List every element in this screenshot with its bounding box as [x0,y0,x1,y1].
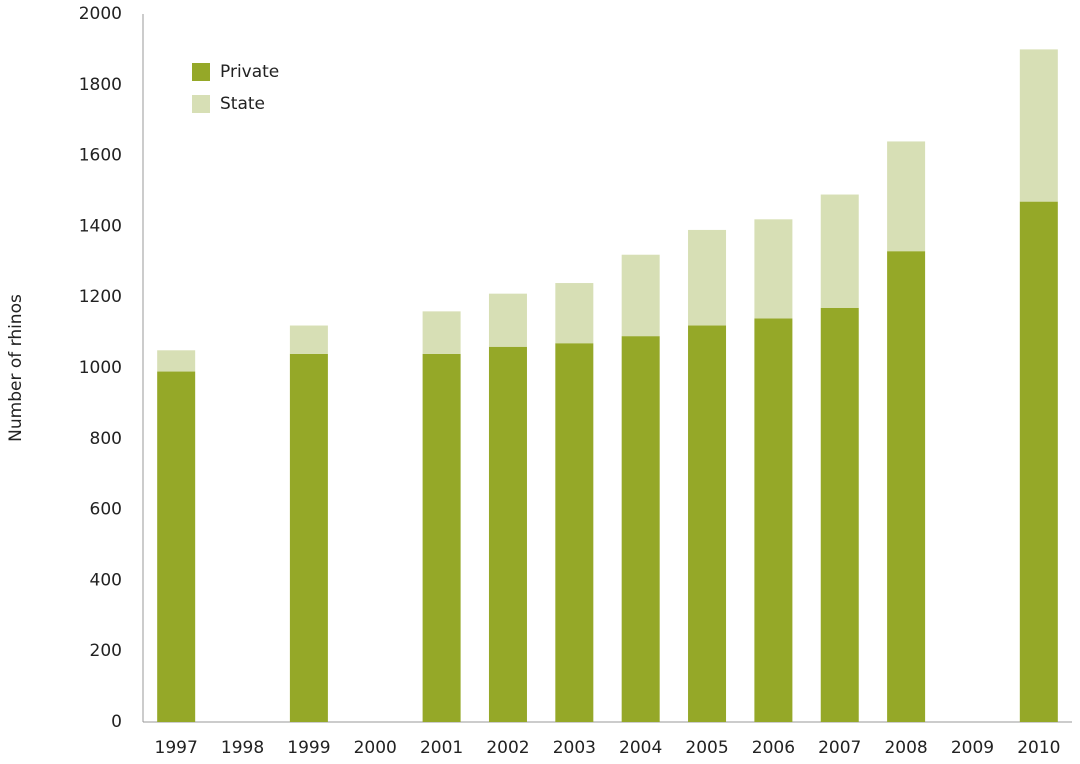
bar-segment [1019,49,1058,202]
bar-segment [555,343,594,722]
x-tick-label: 2001 [420,738,463,758]
bar-segment [289,325,328,354]
x-tick-label: 2004 [619,738,662,758]
bar-segment [820,307,859,722]
y-tick-label: 2000 [79,4,122,24]
y-tick-label: 1400 [79,216,122,236]
bar-segment [488,293,527,347]
legend-label: Private [220,62,279,82]
bar-segment [422,353,461,722]
y-tick-label: 400 [90,570,122,590]
y-tick-label: 800 [90,429,122,449]
bar-segment [488,346,527,722]
bar-segment [555,283,594,344]
y-tick-label: 1800 [79,75,122,95]
y-axis-title: Number of rhinos [6,294,26,442]
x-tick-label: 2002 [486,738,529,758]
x-tick-label: 1999 [287,738,330,758]
bar-segment [820,194,859,308]
bar-segment [157,350,196,372]
bar-segment [621,336,660,722]
x-tick-label: 1997 [155,738,198,758]
y-tick-label: 600 [90,500,122,520]
y-tick-label: 1600 [79,146,122,166]
x-tick-label: 2007 [818,738,861,758]
legend-swatch [192,63,210,81]
bar-segment [688,325,727,722]
bar-segment [621,254,660,337]
bar-segment [422,311,461,354]
y-tick-label: 0 [111,712,122,732]
bar-segment [887,141,926,252]
x-tick-label: 1998 [221,738,264,758]
bar-segment [754,318,793,722]
y-tick-label: 1000 [79,358,122,378]
x-tick-label: 2000 [354,738,397,758]
x-tick-label: 2009 [951,738,994,758]
bar-segment [688,229,727,326]
legend-label: State [220,94,265,114]
x-tick-label: 2003 [553,738,596,758]
bar-segment [1019,201,1058,722]
x-tick-label: 2005 [685,738,728,758]
bar-segment [157,371,196,722]
y-tick-label: 200 [90,641,122,661]
legend-swatch [192,95,210,113]
x-tick-label: 2006 [752,738,795,758]
x-tick-label: 2010 [1017,738,1060,758]
bar-segment [887,251,926,722]
x-tick-label: 2008 [884,738,927,758]
y-tick-label: 1200 [79,287,122,307]
bar-segment [754,219,793,319]
bar-segment [289,353,328,722]
